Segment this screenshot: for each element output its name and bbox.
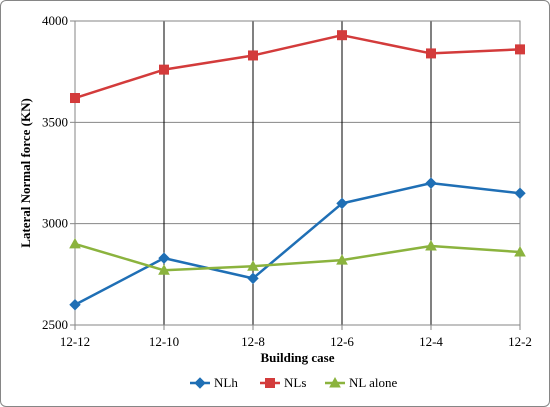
series-nl-alone (69, 237, 526, 275)
data-point-nlh-12-10 (158, 252, 170, 264)
legend-marker-shape-nlh (194, 377, 206, 389)
data-point-nlh-12-8 (247, 272, 259, 285)
legend-marker-nlh (194, 377, 206, 389)
y-axis-title: Lateral Normal force (KN) (18, 98, 33, 248)
x-axis-tick-labels: 12-12 12-10 12-8 12-6 12-4 12-2 (60, 325, 532, 349)
series-line-nl-alone (74, 242, 521, 272)
vertical-gridlines (74, 21, 521, 325)
x-tick-label-12-10: 12-10 (149, 334, 179, 349)
legend-item-nl-alone: NL alone (325, 375, 397, 390)
data-point-nls-12-6 (337, 30, 347, 41)
legend-marker-nl-alone (329, 376, 341, 388)
data-point-nlh-12-4 (425, 177, 437, 189)
legend-item-nlh: NLh (190, 375, 238, 390)
data-point-nl-alone-12-6 (336, 254, 348, 265)
plot-area-border (74, 20, 521, 326)
x-tick-label-12-12: 12-12 (60, 334, 90, 349)
data-point-nl-alone-12-12 (69, 237, 81, 249)
x-tick-label-12-2: 12-2 (508, 334, 532, 349)
data-point-nls-12-2 (515, 44, 525, 55)
legend-marker-nls (265, 378, 275, 388)
y-tick-label-3500: 3500 (42, 114, 68, 129)
x-tick-label-12-6: 12-6 (330, 334, 354, 349)
y-tick-label-2500: 2500 (42, 317, 68, 332)
data-point-nl-alone-12-2 (514, 246, 526, 257)
legend-item-nls: NLs (260, 375, 306, 390)
x-axis-title: Building case (260, 350, 334, 365)
y-tick-label-4000: 4000 (42, 13, 68, 28)
data-point-nlh-12-12 (69, 299, 81, 311)
legend-label-nls: NLs (284, 375, 306, 390)
data-point-nls-12-8 (248, 50, 258, 61)
y-tick-label-3000: 3000 (42, 216, 68, 231)
series-nls (70, 30, 525, 104)
data-point-nlh-12-6 (336, 197, 348, 210)
legend-marker-shape-nl-alone (329, 376, 341, 388)
data-point-nls-12-12 (70, 93, 80, 104)
series-line-nlh (74, 181, 521, 306)
legend-marker-shape-nls (265, 378, 275, 388)
data-point-nls-12-10 (159, 64, 169, 75)
y-axis-tick-labels: 2500 3000 3500 4000 (42, 13, 75, 332)
data-point-nlh-12-2 (514, 187, 526, 199)
legend: NLh NLs NL alone (190, 375, 397, 390)
data-point-nl-alone-12-4 (425, 239, 437, 251)
horizontal-gridlines (75, 20, 520, 326)
data-point-nl-alone-12-8 (247, 260, 259, 271)
series-nlh (69, 177, 526, 311)
series-line-nls (74, 33, 521, 100)
data-point-nls-12-4 (426, 48, 436, 59)
legend-label-nl-alone: NL alone (349, 375, 397, 390)
data-point-nl-alone-12-10 (158, 264, 170, 275)
x-tick-label-12-8: 12-8 (241, 334, 265, 349)
x-tick-label-12-4: 12-4 (419, 334, 443, 349)
legend-label-nlh: NLh (214, 375, 238, 390)
series-layer (69, 30, 526, 311)
